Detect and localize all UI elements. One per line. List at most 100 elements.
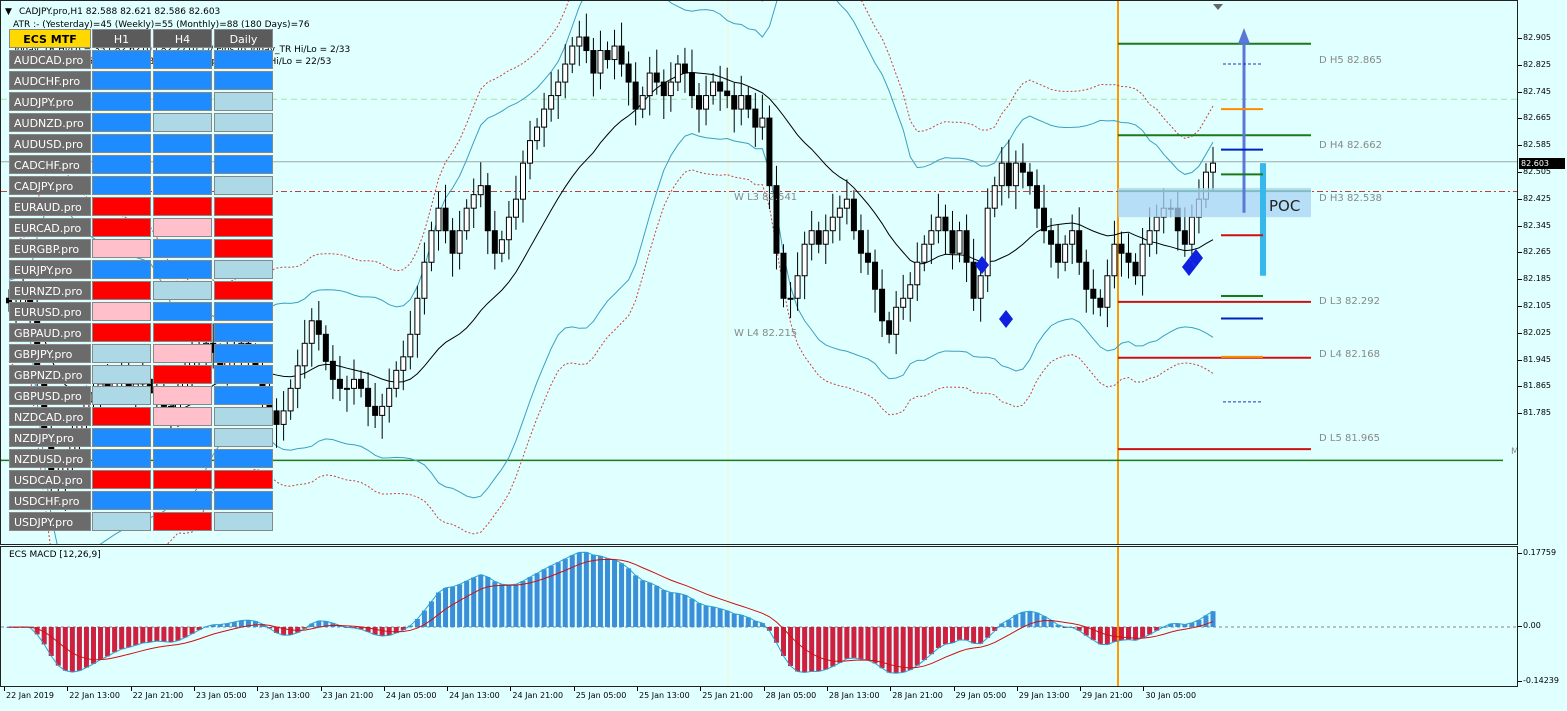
mtf-pair-name: GBPAUD.pro xyxy=(9,323,91,342)
time-axis-tick xyxy=(510,687,512,691)
macd-histogram-bar xyxy=(647,582,653,627)
price-axis-label: 82.745 xyxy=(1523,86,1551,96)
mtf-pair-name: AUDCAD.pro xyxy=(9,50,91,69)
mtf-pair-name: USDCHF.pro xyxy=(9,491,91,510)
mtf-cell-daily xyxy=(214,470,273,489)
macd-histogram-bar xyxy=(1020,612,1026,627)
mtf-row: EURJPY.pro xyxy=(9,260,275,279)
candle-body xyxy=(956,230,963,254)
candle-body xyxy=(836,207,843,218)
candle-body xyxy=(935,216,942,232)
mtf-cell-h4 xyxy=(153,344,212,363)
candle-body xyxy=(1125,252,1132,263)
macd-histogram-bar xyxy=(773,627,779,643)
macd-histogram-bar xyxy=(619,563,625,627)
macd-histogram-bar xyxy=(393,627,399,634)
macd-histogram-bar xyxy=(147,627,153,643)
time-axis-label: 29 Jan 21:00 xyxy=(1082,691,1133,700)
candle-body xyxy=(343,387,350,390)
candle-body xyxy=(1012,162,1019,187)
time-axis-tick xyxy=(4,687,5,691)
macd-histogram-bar xyxy=(724,610,730,627)
macd-histogram-bar xyxy=(710,606,716,627)
macd-histogram-bar xyxy=(506,584,512,627)
macd-histogram-bar xyxy=(1027,611,1033,627)
candle-body xyxy=(660,81,667,97)
mtf-pair-name: EURCAD.pro xyxy=(9,218,91,237)
macd-histogram-bar xyxy=(365,627,371,632)
candle-body xyxy=(1083,261,1090,290)
macd-histogram-bar xyxy=(1147,627,1153,635)
macd-histogram-bar xyxy=(428,601,434,627)
mtf-header-row: ECS MTF H1 H4 Daily xyxy=(9,29,275,48)
macd-histogram-bar xyxy=(323,621,329,627)
candle-body xyxy=(1033,185,1040,209)
candle-body xyxy=(421,261,428,299)
macd-histogram-bar xyxy=(34,627,40,635)
macd-pane[interactable]: ECS MACD [12,26,9] xyxy=(0,546,1518,687)
macd-histogram-bar xyxy=(358,627,364,630)
mtf-cell-h1 xyxy=(92,344,151,363)
candle-body xyxy=(879,288,886,322)
macd-histogram-bar xyxy=(1154,627,1160,631)
mtf-row: EURAUD.pro xyxy=(9,197,275,216)
price-axis-tick xyxy=(1518,413,1522,415)
mtf-row: NZDUSD.pro xyxy=(9,449,275,468)
poc-label: POC xyxy=(1269,197,1301,215)
candle-body xyxy=(336,378,343,389)
macd-histogram-bar xyxy=(478,574,484,627)
macd-histogram-bar xyxy=(1111,627,1117,642)
candle-body xyxy=(766,117,773,187)
mtf-cell-h4 xyxy=(153,113,212,132)
mtf-cell-daily xyxy=(214,197,273,216)
projection-arrow-head xyxy=(1238,28,1250,44)
mtf-cell-daily xyxy=(214,512,273,531)
mtf-pair-name: EURNZD.pro xyxy=(9,281,91,300)
macd-histogram-bar xyxy=(485,577,491,627)
macd-histogram-bar xyxy=(900,627,906,673)
macd-histogram-bar xyxy=(921,627,927,661)
candle-body xyxy=(611,45,618,61)
pivot-label-d-l5: D L5 81.965 xyxy=(1319,433,1380,444)
candle-body xyxy=(724,90,731,97)
candle-body xyxy=(604,50,611,61)
macd-histogram-bar xyxy=(999,623,1005,627)
macd-histogram-bar xyxy=(781,627,787,657)
macd-histogram-bar xyxy=(1006,619,1012,627)
candle-body xyxy=(942,216,949,232)
mtf-cell-h1 xyxy=(92,260,151,279)
macd-histogram-bar xyxy=(837,627,843,663)
price-axis-label: 81.945 xyxy=(1523,354,1551,364)
chart-menu-triangle-icon[interactable]: ▼ xyxy=(5,7,12,17)
candle-body xyxy=(710,81,717,97)
mtf-row: NZDCAD.pro xyxy=(9,407,275,426)
time-axis-label: 23 Jan 21:00 xyxy=(322,691,374,700)
candle-body xyxy=(928,230,935,245)
macd-histogram-bar xyxy=(1090,627,1096,641)
mtf-cell-h4 xyxy=(153,92,212,111)
price-axis-tick xyxy=(1518,172,1522,173)
macd-histogram-bar xyxy=(119,627,125,650)
mtf-pair-name: AUDJPY.pro xyxy=(9,92,91,111)
mtf-cell-h4 xyxy=(153,386,212,405)
macd-histogram-bar xyxy=(555,562,561,627)
macd-histogram-bar xyxy=(766,627,772,631)
mtf-pair-name: EURGBP.pro xyxy=(9,239,91,258)
mtf-cell-h1 xyxy=(92,365,151,384)
macd-histogram-bar xyxy=(140,627,146,643)
candle-body xyxy=(555,81,562,97)
price-axis-tick xyxy=(1518,279,1522,281)
price-axis-label: 82.905 xyxy=(1523,33,1551,42)
price-chart-pane[interactable]: ▼ CADJPY.pro,H1 82.588 82.621 82.586 82.… xyxy=(0,0,1518,545)
candle-body xyxy=(850,198,857,232)
candle-body xyxy=(590,50,597,74)
candle-body xyxy=(864,252,871,263)
mtf-cell-h1 xyxy=(92,428,151,447)
macd-histogram-bar xyxy=(541,569,547,627)
mtf-row: GBPUSD.pro xyxy=(9,386,275,405)
macd-histogram-bar xyxy=(316,620,322,627)
macd-histogram-bar xyxy=(703,605,709,627)
macd-histogram-bar xyxy=(1133,627,1139,641)
price-axis[interactable]: 82.603 82.905 82.825 82.745 82.665 82.585 82.… xyxy=(1518,0,1567,711)
time-axis[interactable]: 22 Jan 2019 22 Jan 13:00 22 Jan 21:00 23 Ja… xyxy=(0,687,1518,711)
